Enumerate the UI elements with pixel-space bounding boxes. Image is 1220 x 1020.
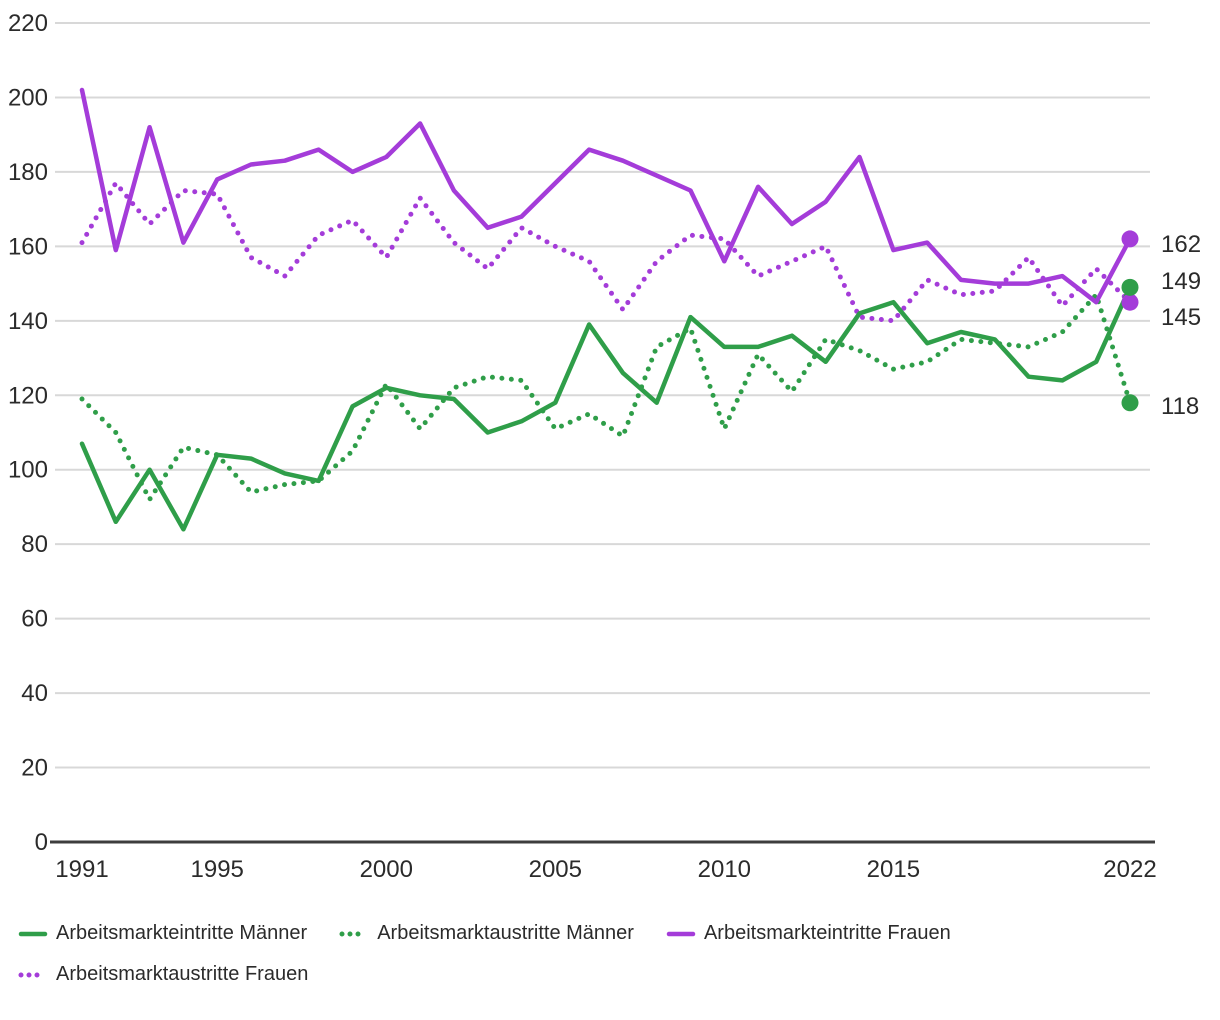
chart-legend: Arbeitsmarkteintritte Männer Arbeitsmarkt… — [18, 922, 1208, 1004]
y-tick-label-20: 20 — [21, 755, 48, 782]
legend-item-label: Arbeitsmarktaustritte Frauen — [56, 963, 309, 985]
y-tick-label-100: 100 — [8, 457, 48, 484]
series-end-dot-3 — [1121, 293, 1139, 311]
x-tick-label-2010: 2010 — [698, 856, 751, 883]
y-tick-label-0: 0 — [35, 829, 48, 856]
end-value-label-145: 145 — [1161, 304, 1201, 331]
end-value-label-149: 149 — [1161, 268, 1201, 295]
series-line-0-solid — [79, 285, 1133, 532]
legend-item-label: Arbeitsmarktaustritte Männer — [377, 922, 634, 944]
series-line-2-solid — [79, 87, 1133, 305]
solid-line-swatch-icon — [18, 931, 48, 936]
y-tick-label-160: 160 — [8, 233, 48, 260]
end-value-label-162: 162 — [1161, 231, 1201, 258]
dotted-line-swatch-icon — [339, 931, 369, 936]
legend-row-1: Arbeitsmarkteintritte Männer Arbeitsmarkt… — [18, 922, 1208, 945]
end-value-label-118: 118 — [1161, 393, 1199, 420]
legend-row-2: Arbeitsmarktaustritte Frauen — [18, 963, 1208, 986]
legend-item-label: Arbeitsmarkteintritte Frauen — [703, 922, 951, 944]
legend-item: Arbeitsmarktaustritte Männer — [339, 922, 634, 945]
y-tick-label-140: 140 — [8, 308, 48, 335]
dotted-line-swatch-icon — [18, 972, 48, 977]
series-line-3-dotted — [79, 180, 1133, 324]
x-tick-label-1995: 1995 — [191, 856, 244, 883]
legend-item: Arbeitsmarktaustritte Frauen — [18, 963, 308, 986]
x-tick-label-2005: 2005 — [529, 856, 582, 883]
legend-item-label: Arbeitsmarkteintritte Männer — [56, 922, 308, 944]
series-line-1-dotted — [79, 292, 1133, 502]
x-tick-label-2022: 2022 — [1103, 856, 1156, 883]
y-tick-label-200: 200 — [8, 84, 48, 111]
y-tick-label-40: 40 — [21, 680, 48, 707]
y-tick-label-80: 80 — [21, 531, 48, 558]
y-tick-label-60: 60 — [21, 606, 48, 633]
x-tick-label-2000: 2000 — [360, 856, 413, 883]
solid-line-swatch-icon — [666, 931, 696, 936]
y-tick-label-220: 220 — [8, 10, 48, 37]
x-tick-label-1991: 1991 — [55, 856, 108, 883]
line-chart: 0 20 40 60 80 100 120 140 160 180 200 220 1991 1995 20… — [8, 10, 1201, 883]
series-end-dot-0 — [1121, 278, 1139, 296]
legend-item: Arbeitsmarkteintritte Frauen — [666, 922, 951, 945]
legend-item: Arbeitsmarkteintritte Männer — [18, 922, 307, 945]
y-tick-label-120: 120 — [8, 382, 48, 409]
x-tick-label-2015: 2015 — [867, 856, 920, 883]
y-tick-label-180: 180 — [8, 159, 48, 186]
series-end-dot-2 — [1121, 230, 1139, 248]
series-end-dot-1 — [1121, 394, 1139, 412]
